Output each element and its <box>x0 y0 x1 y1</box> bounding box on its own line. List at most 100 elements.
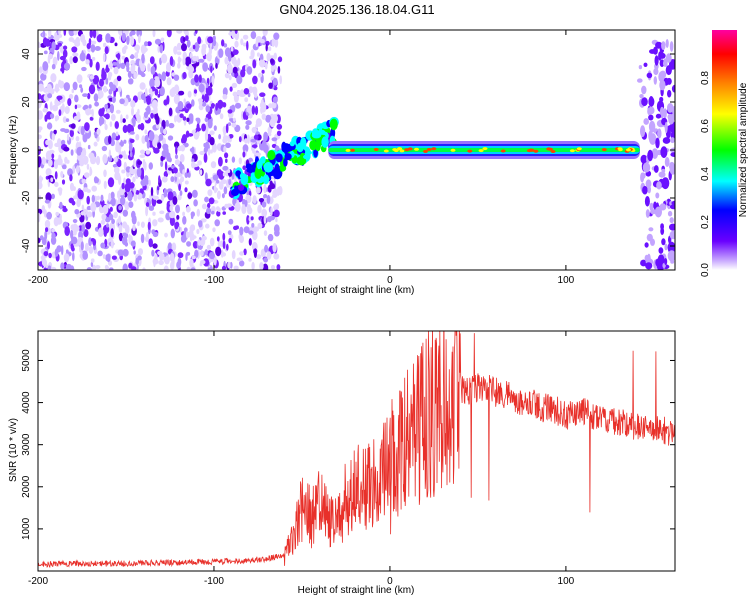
noise-blob <box>198 83 205 93</box>
noise-blob <box>157 142 162 150</box>
noise-blob <box>266 251 272 260</box>
noise-blob <box>98 227 104 237</box>
noise-blob <box>122 232 127 237</box>
end-noise-blob <box>645 262 653 270</box>
noise-blob <box>175 204 180 214</box>
end-noise-blob <box>647 185 651 194</box>
signal-peak <box>399 149 405 153</box>
noise-blob <box>228 134 234 139</box>
noise-blob <box>139 82 146 90</box>
noise-blob <box>38 156 42 165</box>
noise-blob <box>231 30 236 39</box>
noise-blob <box>82 251 88 260</box>
end-noise-blob <box>659 59 665 67</box>
noise-blob <box>272 77 278 86</box>
noise-blob <box>109 222 116 232</box>
noise-blob <box>186 103 192 109</box>
signal-peak <box>397 147 403 151</box>
noise-blob <box>138 34 141 44</box>
noise-blob <box>218 181 224 190</box>
noise-blob <box>250 138 257 143</box>
noise-blob <box>275 217 278 223</box>
noise-blob <box>143 111 149 119</box>
noise-blob <box>59 201 63 210</box>
noise-blob <box>118 215 121 225</box>
noise-blob <box>129 131 135 135</box>
noise-blob <box>201 43 207 50</box>
noise-blob <box>246 204 251 211</box>
noise-blob <box>38 126 43 131</box>
noise-blob <box>86 267 92 270</box>
noise-blob <box>132 224 136 232</box>
noise-blob <box>215 103 219 111</box>
noise-blob <box>63 253 70 262</box>
transition-blob <box>283 158 288 167</box>
noise-blob <box>140 221 145 228</box>
noise-blob <box>45 168 52 177</box>
noise-blob <box>152 243 158 249</box>
noise-blob <box>129 138 135 143</box>
noise-blob <box>222 211 226 215</box>
noise-blob <box>82 147 87 158</box>
noise-blob <box>50 113 55 119</box>
end-noise-blob <box>661 177 670 190</box>
noise-blob <box>239 251 245 256</box>
end-noise-blob <box>670 152 675 157</box>
noise-blob <box>137 65 141 76</box>
noise-blob <box>260 99 264 105</box>
noise-blob <box>193 199 198 207</box>
noise-blob <box>137 221 140 227</box>
noise-blob <box>77 189 84 200</box>
noise-blob <box>131 214 137 225</box>
noise-blob <box>63 205 67 211</box>
x-tick-label: 100 <box>558 275 575 286</box>
noise-blob <box>123 45 128 50</box>
noise-blob <box>230 46 234 52</box>
noise-blob <box>238 157 242 165</box>
noise-blob <box>74 104 78 110</box>
end-noise-blob <box>640 259 647 267</box>
noise-blob <box>237 57 241 66</box>
y-tick-label: 20 <box>21 96 32 108</box>
noise-blob <box>50 177 54 183</box>
noise-blob <box>89 75 95 80</box>
noise-blob <box>192 189 198 198</box>
end-noise-blob <box>661 41 666 51</box>
noise-blob <box>54 142 60 148</box>
noise-blob <box>245 120 252 126</box>
noise-blob <box>128 201 134 209</box>
noise-blob <box>222 240 226 250</box>
end-noise-blob <box>651 148 659 160</box>
noise-blob <box>74 94 79 103</box>
noise-blob <box>246 105 253 114</box>
noise-blob <box>118 175 122 185</box>
transition-blob <box>231 188 239 197</box>
x-tick-label: 0 <box>387 275 393 286</box>
noise-blob <box>56 95 63 101</box>
transition-blob <box>281 141 287 152</box>
transition-blob <box>262 174 270 185</box>
signal-peak <box>467 149 473 153</box>
noise-blob <box>149 78 156 88</box>
noise-blob <box>276 130 282 136</box>
noise-blob <box>47 265 52 270</box>
noise-blob <box>246 40 249 51</box>
transition-blob <box>309 140 318 151</box>
noise-blob <box>99 116 105 125</box>
noise-blob <box>187 90 192 98</box>
noise-blob <box>109 206 113 212</box>
noise-blob <box>108 192 112 202</box>
transition-blob <box>275 153 283 163</box>
noise-blob <box>50 236 57 245</box>
noise-blob <box>190 267 196 270</box>
noise-blob <box>219 113 224 120</box>
noise-blob <box>152 219 158 227</box>
noise-blob <box>161 53 168 64</box>
noise-blob <box>100 194 104 202</box>
end-noise-blob <box>655 41 663 49</box>
signal-peak <box>350 148 355 152</box>
noise-blob <box>72 81 78 91</box>
noise-blob <box>120 114 123 124</box>
noise-blob <box>46 211 52 220</box>
noise-blob <box>38 181 43 190</box>
